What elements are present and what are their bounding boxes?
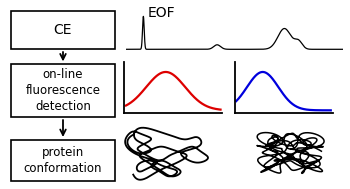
Bar xyxy=(10,64,116,117)
Text: EOF: EOF xyxy=(147,6,175,20)
Bar xyxy=(10,11,116,49)
Text: protein
conformation: protein conformation xyxy=(24,146,102,175)
Text: CE: CE xyxy=(54,23,72,37)
Bar xyxy=(10,140,116,181)
Text: on-line
fluorescence
detection: on-line fluorescence detection xyxy=(26,68,100,113)
